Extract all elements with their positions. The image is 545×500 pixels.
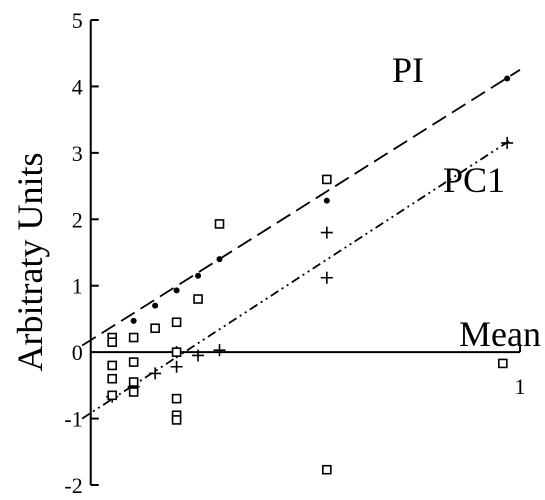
line-label-pc1: PC1: [443, 160, 505, 200]
x-ticks: 1: [515, 344, 526, 399]
mean-label: Mean: [459, 314, 541, 354]
point-plus: [213, 344, 226, 357]
point-plus: [320, 271, 333, 284]
point-square: [171, 393, 182, 404]
point-square: [107, 390, 117, 401]
data-points: [106, 75, 514, 475]
point-plus: [501, 136, 514, 149]
point-dot: [504, 75, 511, 82]
point-dot: [130, 317, 137, 324]
point-square: [107, 373, 117, 384]
y-tick-label: 5: [72, 8, 83, 33]
line-label-pi: PI: [392, 50, 424, 90]
point-dot: [152, 302, 159, 309]
axes: 5 4 3 2 1 0 -1 -2 1: [64, 8, 525, 498]
y-axis-label: Arbitraty Units: [10, 153, 50, 372]
y-tick-label: 4: [72, 74, 83, 99]
y-tick-label: -1: [64, 407, 82, 432]
point-square: [128, 357, 139, 367]
point-dot: [195, 272, 202, 279]
point-plus: [192, 349, 205, 362]
point-dot: [173, 287, 180, 294]
point-square: [128, 387, 139, 397]
point-square: [171, 347, 182, 357]
trend-lines: [81, 69, 521, 420]
point-plus: [170, 360, 183, 373]
point-square: [171, 317, 182, 328]
point-dot: [216, 256, 223, 263]
x-tick-label: 1: [515, 374, 526, 399]
point-square: [128, 332, 139, 343]
point-plus: [320, 226, 333, 239]
point-dot: [323, 197, 330, 204]
point-square: [498, 358, 508, 369]
point-square: [322, 174, 332, 185]
point-square: [150, 323, 160, 334]
chart-labels: PI PC1 Mean: [392, 50, 541, 354]
point-plus: [149, 367, 162, 380]
point-square: [107, 360, 117, 371]
y-tick-label: 3: [72, 141, 83, 166]
trend-line-pi: [81, 69, 521, 347]
point-square: [171, 415, 182, 425]
point-square: [107, 337, 117, 347]
y-ticks: 5 4 3 2 1 0 -1 -2: [64, 8, 99, 498]
y-tick-label: -2: [64, 473, 82, 498]
point-square: [214, 219, 225, 229]
y-tick-label: 0: [72, 340, 83, 365]
y-tick-label: 1: [72, 274, 83, 299]
point-square: [322, 464, 332, 475]
trend-line-pc1: [81, 138, 512, 420]
point-square: [193, 294, 203, 304]
point-square: [128, 377, 139, 387]
y-tick-label: 2: [72, 207, 83, 232]
